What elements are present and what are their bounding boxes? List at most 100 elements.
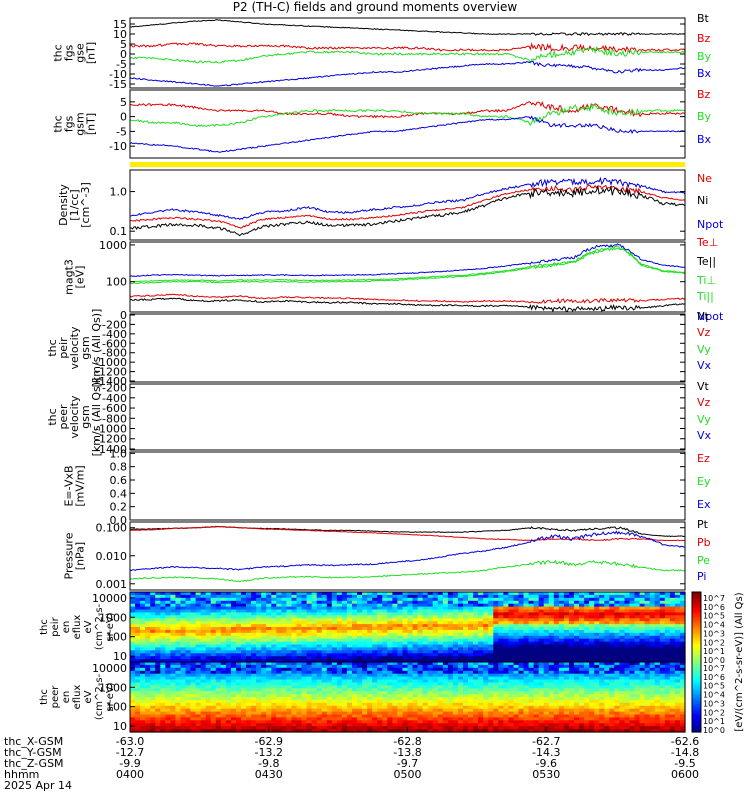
spec-cell (362, 612, 368, 616)
spec-cell (629, 641, 636, 646)
spec-cell (548, 600, 555, 605)
spec-cell (150, 621, 156, 625)
spec-cell (644, 612, 651, 616)
spec-cell (508, 612, 514, 616)
spec-cell (321, 720, 328, 724)
spec-cell (296, 597, 303, 602)
spec-cell (437, 662, 444, 666)
spec-cell (669, 612, 676, 616)
spec-cell (493, 621, 499, 625)
spec-cell (160, 638, 166, 643)
spec-cell (412, 618, 419, 622)
spec-cell (402, 600, 409, 605)
spec-cell (432, 656, 439, 660)
spec-cell (614, 624, 620, 628)
spec-cell (674, 624, 681, 628)
spec-cell (251, 606, 257, 611)
spec-cell (135, 629, 141, 634)
spec-cell (347, 711, 353, 716)
spec-cell (271, 682, 277, 686)
spec-cell (331, 711, 338, 716)
spec-cell (579, 708, 585, 713)
spec-cell (397, 644, 403, 648)
spec-cell (225, 667, 232, 672)
spec-cell (432, 621, 439, 625)
spec-cell (195, 667, 202, 672)
spec-cell (180, 621, 187, 625)
spec-cell (382, 708, 388, 713)
spec-cell (533, 726, 540, 730)
spec-cell (251, 653, 257, 657)
spec-cell (180, 609, 187, 613)
spec-cell (508, 673, 514, 678)
spec-cell (266, 592, 272, 596)
spec-cell (533, 594, 540, 599)
spec-cell (452, 659, 459, 663)
spec-cell (513, 667, 520, 672)
spec-cell (387, 627, 393, 631)
spec-cell (150, 644, 156, 648)
spec-cell (190, 594, 197, 599)
spec-cell (241, 688, 247, 692)
spec-cell (352, 638, 358, 643)
spec-cell (165, 635, 171, 640)
spec-cell (180, 726, 187, 730)
spec-cell (160, 592, 166, 596)
spec-cell (639, 606, 646, 611)
spec-cell (286, 676, 292, 681)
spec-cell (629, 609, 636, 613)
spec-cell (458, 629, 464, 634)
spec-cell (604, 592, 610, 596)
spec-cell (347, 609, 353, 613)
spec-cell (392, 682, 398, 686)
spec-cell (422, 664, 429, 669)
spec-cell (271, 618, 277, 622)
spec-cell (458, 694, 464, 698)
spec-cell (589, 676, 595, 681)
spec-cell (261, 673, 267, 678)
spec-cell (427, 592, 434, 596)
spec-cell (241, 650, 247, 654)
spec-cell (589, 641, 595, 646)
spec-cell (377, 647, 383, 651)
spec-cell (306, 688, 313, 692)
spec-cell (619, 670, 625, 675)
spec-cell (190, 624, 197, 628)
spec-cell (569, 609, 575, 613)
spec-cell (402, 627, 409, 631)
spec-cell (619, 679, 625, 683)
spec-cell (271, 711, 277, 716)
spec-cell (281, 644, 287, 648)
spec-cell (432, 708, 439, 713)
spec-cell (579, 664, 585, 669)
spec-cell (473, 650, 479, 654)
spec-cell (155, 667, 161, 672)
spec-cell (261, 717, 267, 721)
spec-cell (493, 641, 499, 646)
spec-cell (225, 717, 232, 721)
spec-cell (306, 708, 313, 713)
spec-cell (362, 664, 368, 669)
spec-cell (357, 594, 363, 599)
spec-cell (422, 629, 429, 634)
spec-cell (165, 615, 171, 619)
spec-cell (589, 659, 595, 663)
spec-cell (190, 615, 197, 619)
spec-cell (185, 673, 192, 678)
spec-cell (276, 656, 282, 660)
spec-cell (281, 708, 287, 713)
spec-cell (594, 723, 600, 727)
spec-cell (659, 612, 666, 616)
spec-cell (629, 659, 636, 663)
spec-cell (518, 729, 525, 733)
spec-cell (195, 612, 202, 616)
spec-cell (236, 600, 242, 605)
spec-cell (286, 641, 292, 646)
spec-cell (493, 627, 499, 631)
spec-cell (619, 597, 625, 602)
spec-cell (609, 624, 615, 628)
spec-cell (447, 697, 454, 701)
spec-cell (185, 720, 192, 724)
spec-cell (528, 729, 535, 733)
spec-cell (175, 627, 181, 631)
